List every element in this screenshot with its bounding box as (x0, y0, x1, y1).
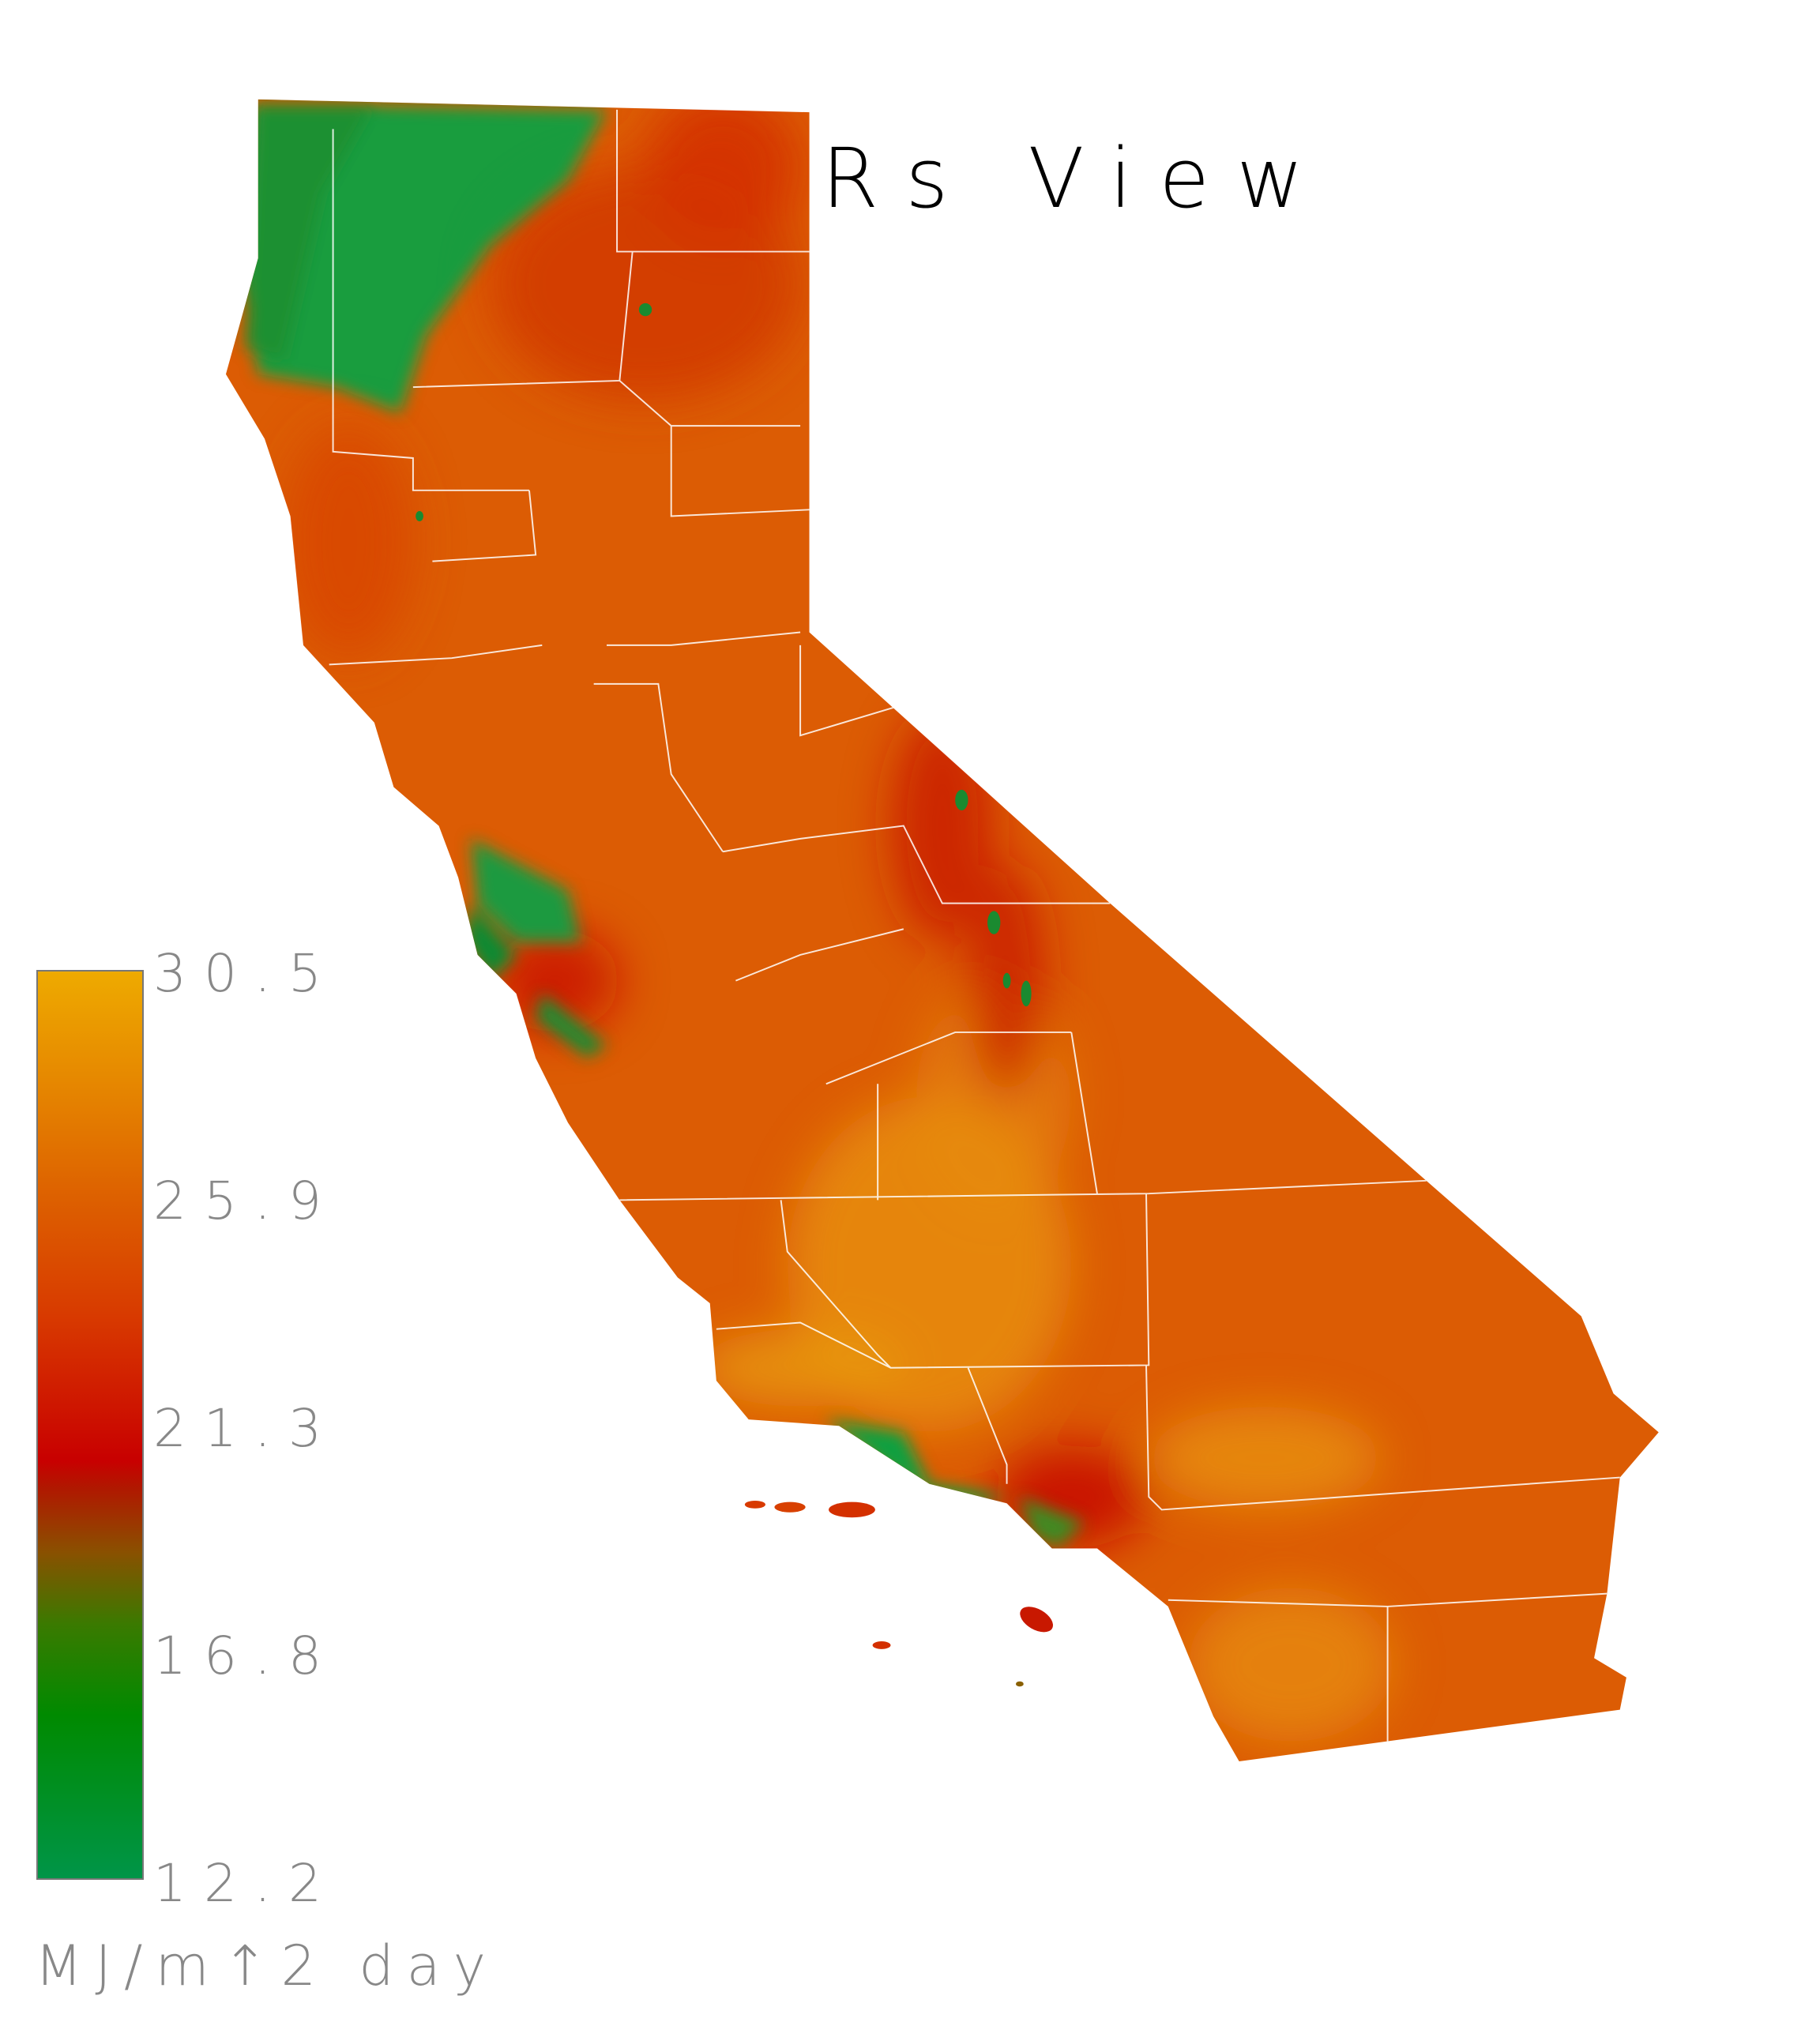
colorbar-tick-12-2: 12.2 (153, 1853, 339, 1914)
colorbar-tick-21-3: 21.3 (153, 1398, 339, 1459)
county-boundaries (329, 109, 1620, 1742)
colorbar-unit-label: MJ/m↑2 day (35, 1934, 499, 1998)
map-title: Rs View (822, 130, 1331, 227)
colorbar-tick-16-8: 16.8 (153, 1625, 339, 1686)
colorbar-tick-30-5: 30.5 (153, 943, 339, 1004)
channel-islands (744, 1500, 1053, 1687)
colorbar-tick-25-9: 25.9 (153, 1171, 339, 1231)
colorbar (36, 970, 144, 1880)
